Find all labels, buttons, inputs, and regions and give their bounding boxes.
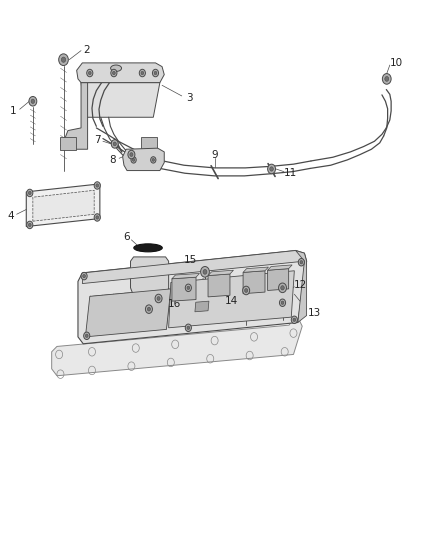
Text: 11: 11 xyxy=(284,168,297,178)
Circle shape xyxy=(279,299,286,306)
Circle shape xyxy=(111,69,117,77)
Circle shape xyxy=(385,76,389,82)
Circle shape xyxy=(201,266,209,277)
Polygon shape xyxy=(172,277,196,301)
Polygon shape xyxy=(296,251,307,322)
Circle shape xyxy=(279,283,286,293)
Polygon shape xyxy=(85,289,171,337)
Circle shape xyxy=(113,142,117,146)
Circle shape xyxy=(87,69,93,77)
Circle shape xyxy=(88,71,91,75)
Text: 15: 15 xyxy=(184,255,197,265)
Circle shape xyxy=(203,269,207,274)
Circle shape xyxy=(300,261,303,264)
Polygon shape xyxy=(195,301,209,312)
Circle shape xyxy=(130,152,133,157)
Text: 9: 9 xyxy=(211,150,218,159)
Circle shape xyxy=(145,305,152,313)
Circle shape xyxy=(31,99,35,103)
Polygon shape xyxy=(77,63,164,83)
Circle shape xyxy=(154,71,157,75)
Circle shape xyxy=(139,69,145,77)
Polygon shape xyxy=(131,257,169,296)
Circle shape xyxy=(187,326,190,329)
Text: 1: 1 xyxy=(10,106,17,116)
Polygon shape xyxy=(208,270,233,276)
Text: 7: 7 xyxy=(94,135,101,145)
Circle shape xyxy=(141,71,144,75)
Ellipse shape xyxy=(110,65,121,71)
Circle shape xyxy=(152,158,155,161)
Circle shape xyxy=(281,286,284,290)
Circle shape xyxy=(59,54,68,66)
Text: 3: 3 xyxy=(186,93,193,102)
Circle shape xyxy=(268,164,276,174)
Polygon shape xyxy=(172,273,200,279)
Circle shape xyxy=(155,294,162,303)
Circle shape xyxy=(128,150,135,159)
Circle shape xyxy=(185,324,191,332)
Circle shape xyxy=(270,167,273,171)
Polygon shape xyxy=(243,271,265,294)
Text: 10: 10 xyxy=(390,58,403,68)
Circle shape xyxy=(132,158,135,161)
Polygon shape xyxy=(78,251,307,344)
Text: 13: 13 xyxy=(308,308,321,318)
Circle shape xyxy=(96,184,99,187)
Text: 12: 12 xyxy=(293,280,307,290)
Circle shape xyxy=(27,189,33,197)
Polygon shape xyxy=(65,83,88,149)
Polygon shape xyxy=(208,274,230,297)
Polygon shape xyxy=(169,271,294,328)
Polygon shape xyxy=(60,137,76,150)
Circle shape xyxy=(84,332,90,340)
Circle shape xyxy=(243,286,250,295)
Circle shape xyxy=(281,301,284,304)
Circle shape xyxy=(96,216,99,219)
Circle shape xyxy=(81,272,87,280)
Circle shape xyxy=(185,284,191,292)
Circle shape xyxy=(147,307,151,311)
Polygon shape xyxy=(82,251,304,284)
Polygon shape xyxy=(81,83,160,117)
Text: 5: 5 xyxy=(181,280,188,290)
Circle shape xyxy=(113,71,115,75)
Circle shape xyxy=(28,223,31,227)
Circle shape xyxy=(157,296,160,301)
Circle shape xyxy=(111,140,118,148)
Circle shape xyxy=(293,318,296,321)
Circle shape xyxy=(152,69,159,77)
Circle shape xyxy=(94,182,100,189)
Circle shape xyxy=(29,96,37,106)
Text: 14: 14 xyxy=(225,296,238,305)
Polygon shape xyxy=(33,190,94,221)
Circle shape xyxy=(27,221,33,229)
Polygon shape xyxy=(141,137,157,150)
Circle shape xyxy=(244,288,248,293)
Circle shape xyxy=(187,286,190,289)
Polygon shape xyxy=(268,269,289,290)
Text: 8: 8 xyxy=(110,155,117,165)
Circle shape xyxy=(151,157,156,163)
Text: 6: 6 xyxy=(123,232,130,242)
Polygon shape xyxy=(26,184,100,227)
Circle shape xyxy=(28,191,31,195)
Ellipse shape xyxy=(134,244,162,252)
Circle shape xyxy=(94,214,100,221)
Polygon shape xyxy=(52,320,302,376)
Text: 4: 4 xyxy=(7,211,14,221)
Circle shape xyxy=(291,316,297,324)
Circle shape xyxy=(382,74,391,84)
Circle shape xyxy=(298,259,304,266)
Text: 2: 2 xyxy=(83,45,90,54)
Circle shape xyxy=(61,57,66,62)
Text: 16: 16 xyxy=(168,299,181,309)
Polygon shape xyxy=(243,267,268,272)
Polygon shape xyxy=(123,148,164,171)
Polygon shape xyxy=(268,265,292,270)
Circle shape xyxy=(85,334,88,337)
Circle shape xyxy=(83,274,85,278)
Circle shape xyxy=(131,157,136,163)
